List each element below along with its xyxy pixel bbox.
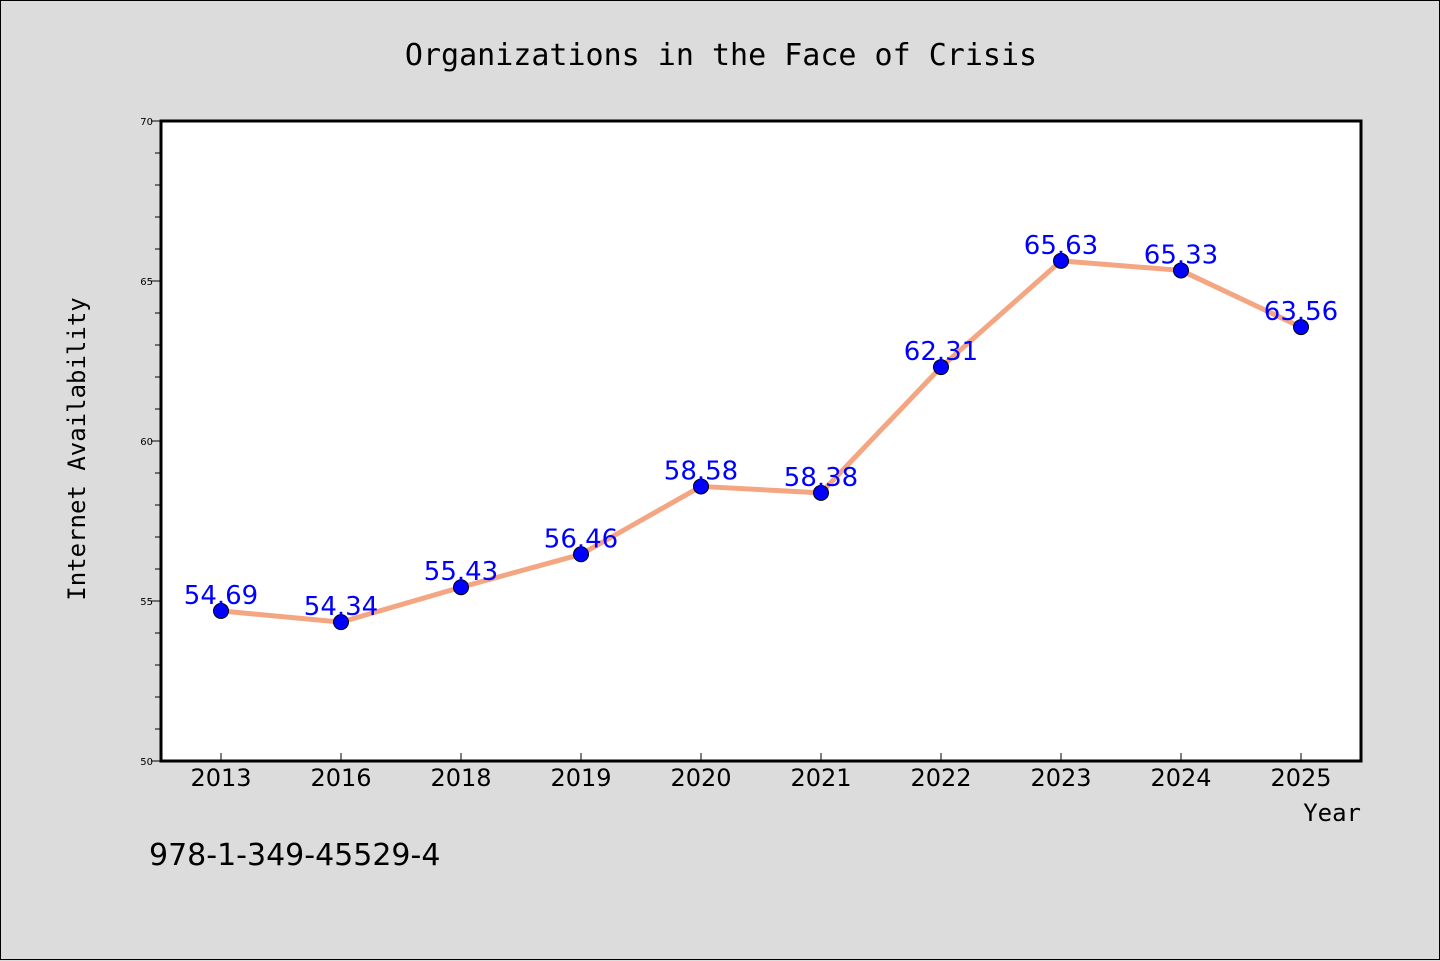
x-tick-label: 2013 <box>190 764 251 792</box>
data-point <box>213 602 229 619</box>
y-tick-label: 50 <box>140 757 153 768</box>
x-axis: 2013 2016 2018 2019 2020 2021 2022 2023 2024 2025 <box>190 753 1332 792</box>
x-tick-label: 2020 <box>670 764 731 792</box>
x-tick-label: 2024 <box>1150 764 1211 792</box>
data-point <box>813 484 829 501</box>
data-point <box>1053 252 1069 269</box>
y-axis: 50 55 60 65 70 <box>140 117 161 768</box>
plot-area <box>159 119 1363 763</box>
data-point <box>933 359 949 376</box>
x-tick-label: 2021 <box>790 764 851 792</box>
data-label: 54.69 <box>184 581 258 611</box>
y-tick-label: 65 <box>140 277 153 288</box>
data-point <box>1173 262 1189 279</box>
y-axis-label: Internet Availability <box>63 297 91 600</box>
x-tick-label: 2016 <box>310 764 371 792</box>
data-point <box>1293 319 1309 336</box>
y-tick-label: 55 <box>140 597 153 608</box>
x-tick-label: 2019 <box>550 764 611 792</box>
chart-title: Organizations in the Face of Crisis <box>405 38 1037 73</box>
data-label: 58.38 <box>784 463 858 493</box>
data-point <box>573 546 589 563</box>
x-tick-label: 2025 <box>1270 764 1331 792</box>
data-point <box>693 478 709 495</box>
y-tick-label: 70 <box>140 117 153 128</box>
data-label: 54.34 <box>304 592 378 622</box>
y-tick-label: 60 <box>140 437 153 448</box>
x-tick-label: 2018 <box>430 764 491 792</box>
x-tick-label: 2022 <box>910 764 971 792</box>
data-label: 63.56 <box>1264 297 1338 327</box>
isbn-text: 978-1-349-45529-4 <box>149 838 440 873</box>
data-label: 62.31 <box>904 337 978 367</box>
data-point <box>333 614 349 631</box>
x-tick-label: 2023 <box>1030 764 1091 792</box>
data-label: 56.46 <box>544 524 618 554</box>
data-point <box>453 579 469 596</box>
data-label: 55.43 <box>424 557 498 587</box>
data-label: 65.63 <box>1024 231 1098 261</box>
series-group: 54.69 54.34 55.43 56.46 58.58 58.38 62.31 65.63… <box>184 231 1338 631</box>
x-axis-label: Year <box>1303 799 1361 827</box>
series-line <box>218 258 1304 625</box>
data-label: 58.58 <box>664 456 738 486</box>
data-label: 65.33 <box>1144 240 1218 270</box>
